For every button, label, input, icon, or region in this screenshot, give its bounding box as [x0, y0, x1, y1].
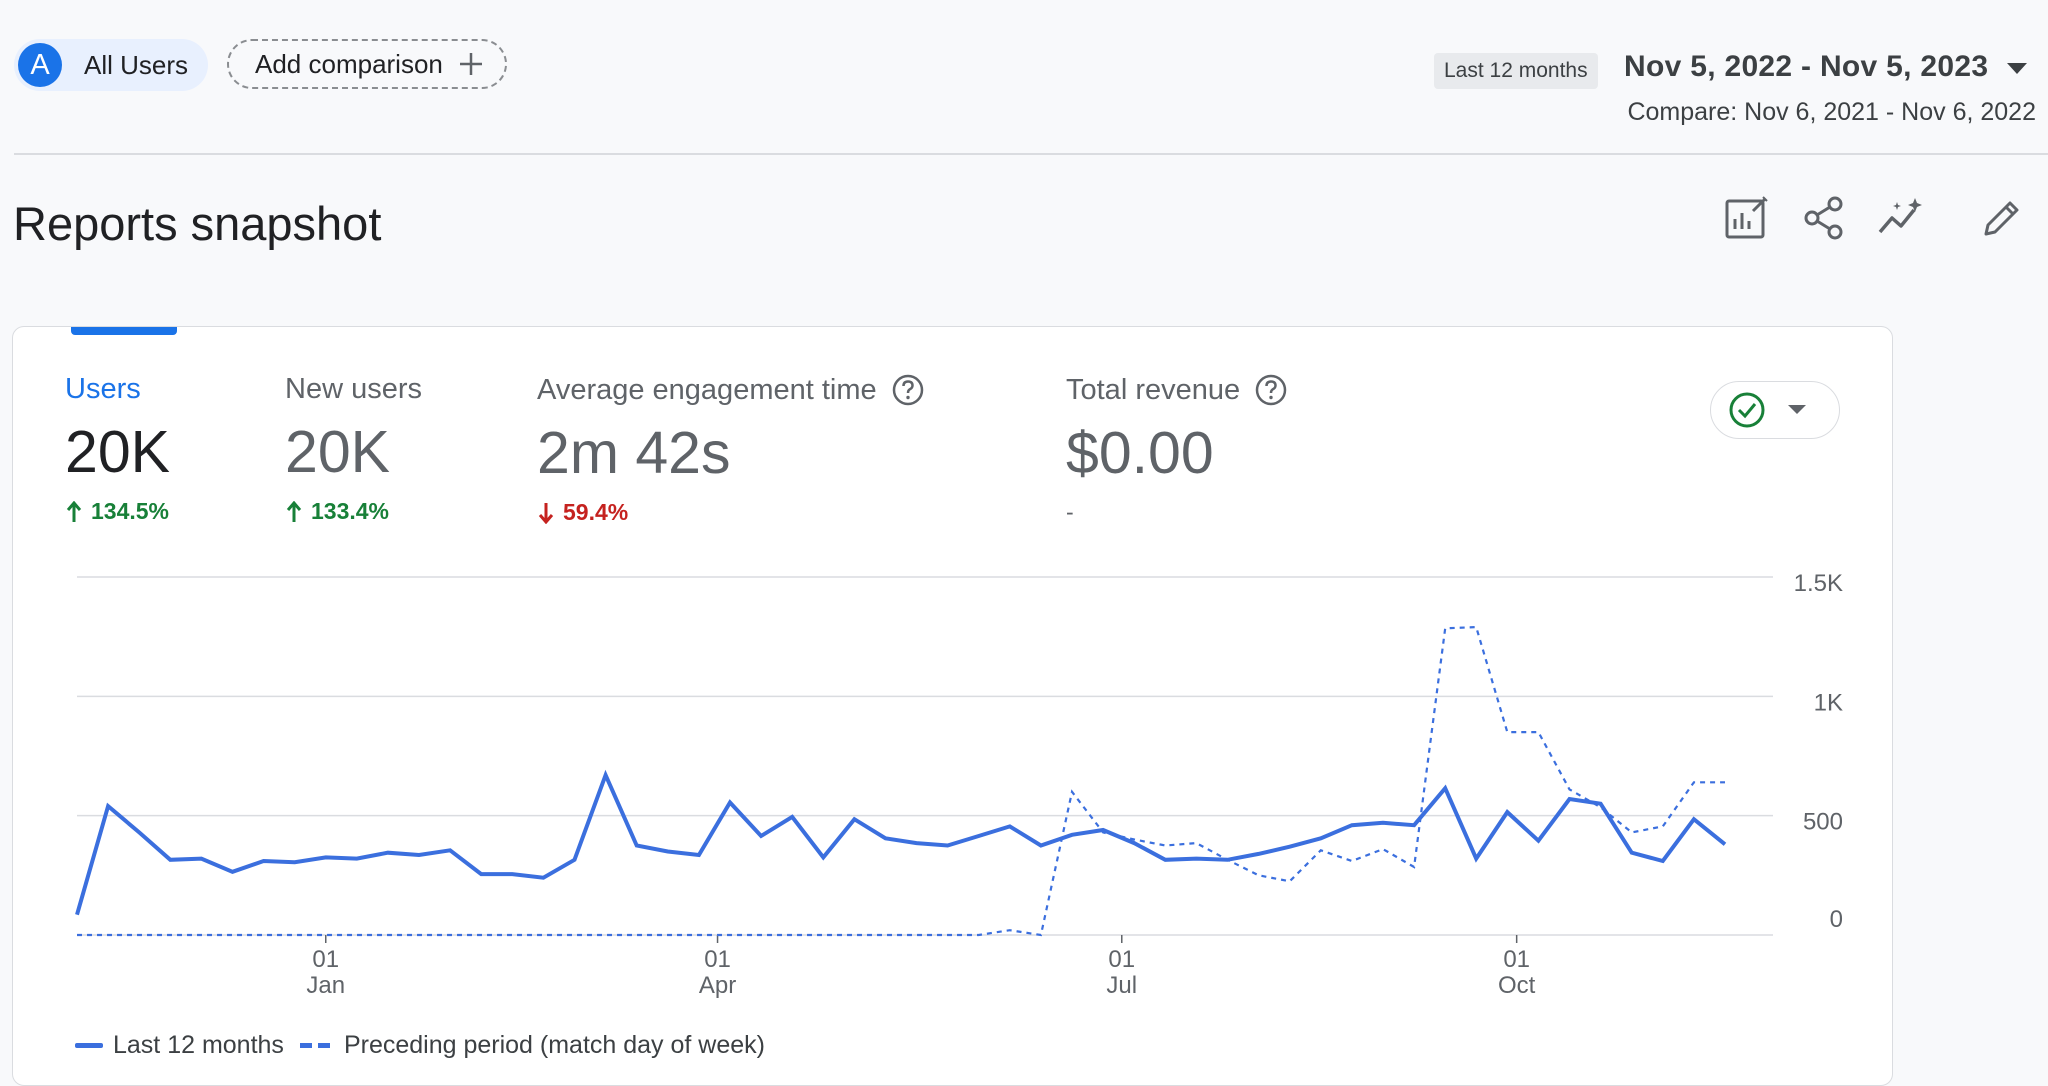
divider: [14, 153, 2048, 155]
metric-users[interactable]: Users 20K 134.5%: [65, 373, 170, 525]
insights-button[interactable]: [1876, 192, 1928, 244]
customize-report-icon: [1725, 196, 1768, 239]
metric-label-row: Average engagement time: [537, 373, 925, 407]
x-tick-label: 01: [704, 946, 731, 973]
segment-avatar: A: [18, 43, 62, 87]
edit-button[interactable]: [1976, 192, 2028, 244]
legend-swatch-solid: [75, 1043, 103, 1048]
y-tick-label: 0: [1830, 906, 1843, 933]
metric-delta-value: 59.4%: [563, 499, 629, 525]
report-actions: [1720, 192, 2040, 248]
legend-current-label: Last 12 months: [113, 1031, 284, 1059]
metric-average-engagement-time[interactable]: Average engagement time 2m 42s 59.4%: [537, 373, 925, 526]
help-icon[interactable]: [1254, 373, 1288, 407]
date-range-selector[interactable]: Nov 5, 2022 - Nov 5, 2023: [1624, 50, 1989, 83]
x-tick-label: Oct: [1498, 972, 1536, 999]
y-tick-label: 500: [1803, 809, 1843, 836]
metric-value: 20K: [285, 419, 390, 485]
data-quality-status-button[interactable]: [1710, 381, 1840, 439]
share-icon: [1804, 196, 1843, 240]
chevron-down-icon[interactable]: [2006, 62, 2028, 76]
series-line-last-12-months: [75, 769, 1727, 916]
metric-new-users[interactable]: New users 20K 133.4%: [285, 373, 422, 525]
edit-icon: [1984, 201, 2019, 236]
x-tick-label: 01: [1108, 946, 1135, 973]
add-comparison-button[interactable]: Add comparison: [227, 39, 507, 89]
metric-label: Users: [65, 373, 141, 405]
metric-total-revenue[interactable]: Total revenue $0.00 -: [1066, 373, 1288, 526]
arrow-up-icon: [66, 500, 82, 522]
metric-delta-value: 133.4%: [311, 498, 390, 524]
add-comparison-label: Add comparison: [255, 48, 443, 79]
chevron-down-icon: [1788, 405, 1806, 414]
metric-value: $0.00: [1066, 420, 1214, 486]
metric-delta: 59.4%: [537, 499, 925, 526]
x-tick-label: Jul: [1106, 972, 1137, 999]
date-preset-chip: Last 12 months: [1434, 53, 1598, 89]
metric-label: New users: [285, 373, 422, 405]
metric-value: 20K: [65, 419, 170, 485]
check-circle-icon: [1729, 392, 1765, 428]
metric-label-row: Total revenue: [1066, 373, 1288, 407]
segment-chip-all-users[interactable]: A All Users: [14, 39, 208, 91]
segment-label: All Users: [84, 49, 189, 80]
x-tick-label: 01: [312, 946, 339, 973]
metric-delta-value: 134.5%: [91, 498, 170, 524]
page-title: Reports snapshot: [13, 197, 382, 250]
chart-legend: Last 12 months Preceding period (match d…: [75, 1031, 765, 1060]
x-tick-label: 01: [1503, 946, 1530, 973]
x-tick-label: Apr: [699, 972, 736, 999]
arrow-down-icon: [538, 502, 554, 524]
top-bar: A All Users Add comparison Last 12 month…: [0, 0, 2048, 154]
reports-snapshot-card: Users 20K 134.5% New users 20K 133.4% Av…: [12, 326, 1893, 1086]
active-tab-indicator: [71, 327, 177, 335]
y-tick-label: 1.5K: [1794, 570, 1843, 597]
compare-date-range: Compare: Nov 6, 2021 - Nov 6, 2022: [1627, 98, 2036, 126]
metric-delta-value: -: [1066, 499, 1074, 525]
x-tick-label: Jan: [306, 972, 345, 999]
legend-previous-label: Preceding period (match day of week): [343, 1031, 765, 1059]
metric-label: Total revenue: [1066, 373, 1241, 406]
insights-icon: [1878, 198, 1922, 234]
metric-delta: -: [1066, 499, 1288, 526]
plus-icon: [459, 53, 482, 75]
share-button[interactable]: [1798, 192, 1850, 244]
y-tick-label: 1K: [1814, 689, 1843, 716]
customize-report-button[interactable]: [1720, 192, 1772, 244]
series-line-preceding-period: [77, 625, 1725, 937]
metric-delta: 133.4%: [285, 498, 422, 525]
help-icon[interactable]: [891, 373, 925, 407]
metric-value: 2m 42s: [537, 420, 731, 486]
arrow-up-icon: [286, 500, 302, 522]
metric-label: Average engagement time: [537, 373, 877, 406]
metric-delta: 134.5%: [65, 498, 170, 525]
legend-swatch-dashed: [299, 1043, 332, 1048]
